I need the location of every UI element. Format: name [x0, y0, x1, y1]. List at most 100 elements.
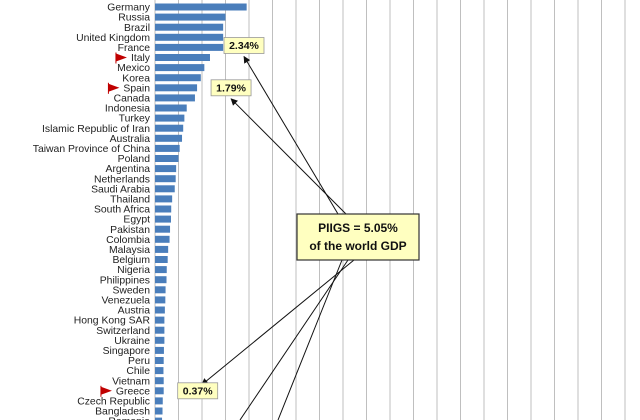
callout-arrows: [201, 55, 355, 420]
bar-mexico: [155, 64, 205, 72]
label-south-africa: South Africa: [94, 205, 150, 216]
marker-italy: [115, 53, 127, 62]
bar-brazil: [155, 23, 224, 31]
label-saudi-arabia: Saudi Arabia: [91, 184, 150, 195]
label-singapore: Singapore: [103, 346, 151, 357]
label-spain: Spain: [123, 83, 150, 94]
bar-taiwan-province-of-china: [155, 144, 180, 152]
label-united-kingdom: United Kingdom: [76, 33, 150, 44]
summary-box-line1: PIIGS = 5.05%: [318, 221, 398, 235]
label-islamic-republic-of-iran: Islamic Republic of Iran: [42, 124, 150, 135]
label-malaysia: Malaysia: [109, 245, 150, 256]
label-indonesia: Indonesia: [105, 104, 150, 115]
bar-austria: [155, 306, 165, 314]
label-czech-republic: Czech Republic: [77, 397, 150, 408]
bar-sweden: [155, 286, 166, 294]
label-bangladesh: Bangladesh: [95, 407, 150, 418]
bar-chile: [155, 367, 164, 375]
label-greece: Greece: [116, 386, 150, 397]
bar-switzerland: [155, 326, 165, 334]
marker-greece: [100, 386, 112, 395]
bar-saudi-arabia: [155, 185, 175, 193]
bar-islamic-republic-of-iran: [155, 124, 184, 132]
arrow-offscreen-0: [239, 259, 349, 420]
callout-box-greece: [177, 382, 219, 400]
chart-grid: [154, 0, 626, 420]
bar-venezuela: [155, 296, 166, 304]
label-korea: Korea: [122, 73, 150, 84]
label-switzerland: Switzerland: [96, 326, 150, 337]
bar-malaysia: [155, 245, 169, 253]
label-belgium: Belgium: [112, 255, 150, 266]
callout-text-greece: 0.37%: [183, 385, 213, 397]
bar-indonesia: [155, 104, 187, 112]
bar-egypt: [155, 215, 171, 223]
bar-belgium: [155, 256, 168, 263]
arrow-to-greece: [201, 259, 355, 386]
label-peru: Peru: [128, 356, 150, 367]
marker-spain: [108, 83, 120, 92]
bar-czech-republic: [155, 397, 163, 405]
bar-greece: [155, 387, 164, 395]
label-sweden: Sweden: [112, 285, 150, 296]
label-ukraine: Ukraine: [114, 336, 150, 347]
label-philippines: Philippines: [100, 275, 150, 286]
label-austria: Austria: [118, 306, 151, 317]
label-poland: Poland: [118, 154, 151, 165]
bar-argentina: [155, 165, 177, 173]
label-hong-kong-sar: Hong Kong SAR: [74, 316, 151, 327]
value-callouts: 2.34% 1.79% 0.37%: [177, 37, 265, 400]
label-nigeria: Nigeria: [117, 265, 150, 276]
bar-thailand: [155, 195, 173, 203]
label-brazil: Brazil: [124, 23, 150, 34]
bar-bangladesh: [155, 407, 163, 415]
bar-spain: [155, 84, 198, 92]
bar-australia: [155, 134, 183, 142]
summary-box-line2: of the world GDP: [309, 239, 406, 253]
label-australia: Australia: [110, 134, 151, 145]
arrow-to-italy: [243, 55, 339, 215]
bar-italy: [155, 54, 210, 61]
label-venezuela: Venezuela: [101, 296, 150, 307]
bar-hong-kong-sar: [155, 316, 165, 324]
label-canada: Canada: [114, 94, 151, 105]
summary-box-frame: [296, 213, 420, 261]
label-thailand: Thailand: [110, 195, 150, 206]
label-netherlands: Netherlands: [94, 174, 150, 185]
arrow-offscreen-1: [277, 259, 343, 420]
bar-netherlands: [155, 175, 176, 183]
bar-united-kingdom: [155, 33, 224, 41]
bar-singapore: [155, 346, 164, 354]
bar-france: [155, 43, 224, 51]
bar-ukraine: [155, 336, 165, 344]
label-italy: Italy: [131, 53, 151, 64]
callout-box-spain: [210, 79, 252, 97]
bar-nigeria: [155, 266, 167, 274]
bar-germany: [155, 3, 247, 11]
label-chile: Chile: [126, 366, 150, 377]
bar-turkey: [155, 114, 185, 122]
bar-vietnam: [155, 377, 164, 385]
label-taiwan-province-of-china: Taiwan Province of China: [33, 144, 150, 155]
label-france: France: [118, 43, 151, 54]
label-germany: Germany: [107, 3, 151, 14]
bar-philippines: [155, 276, 167, 284]
label-turkey: Turkey: [119, 114, 151, 125]
callout-text-spain: 1.79%: [216, 82, 246, 94]
bar-pakistan: [155, 225, 171, 233]
label-pakistan: Pakistan: [110, 225, 150, 236]
bar-colombia: [155, 235, 170, 243]
label-romania: Romania: [108, 417, 150, 420]
label-russia: Russia: [118, 13, 150, 24]
label-vietnam: Vietnam: [112, 376, 150, 387]
bar-south-africa: [155, 205, 172, 213]
bar-canada: [155, 94, 195, 102]
label-mexico: Mexico: [117, 63, 150, 74]
bar-russia: [155, 13, 226, 21]
bar-poland: [155, 155, 179, 162]
bar-peru: [155, 357, 164, 364]
summary-box: PIIGS = 5.05% of the world GDP: [296, 213, 420, 261]
label-egypt: Egypt: [123, 215, 150, 226]
